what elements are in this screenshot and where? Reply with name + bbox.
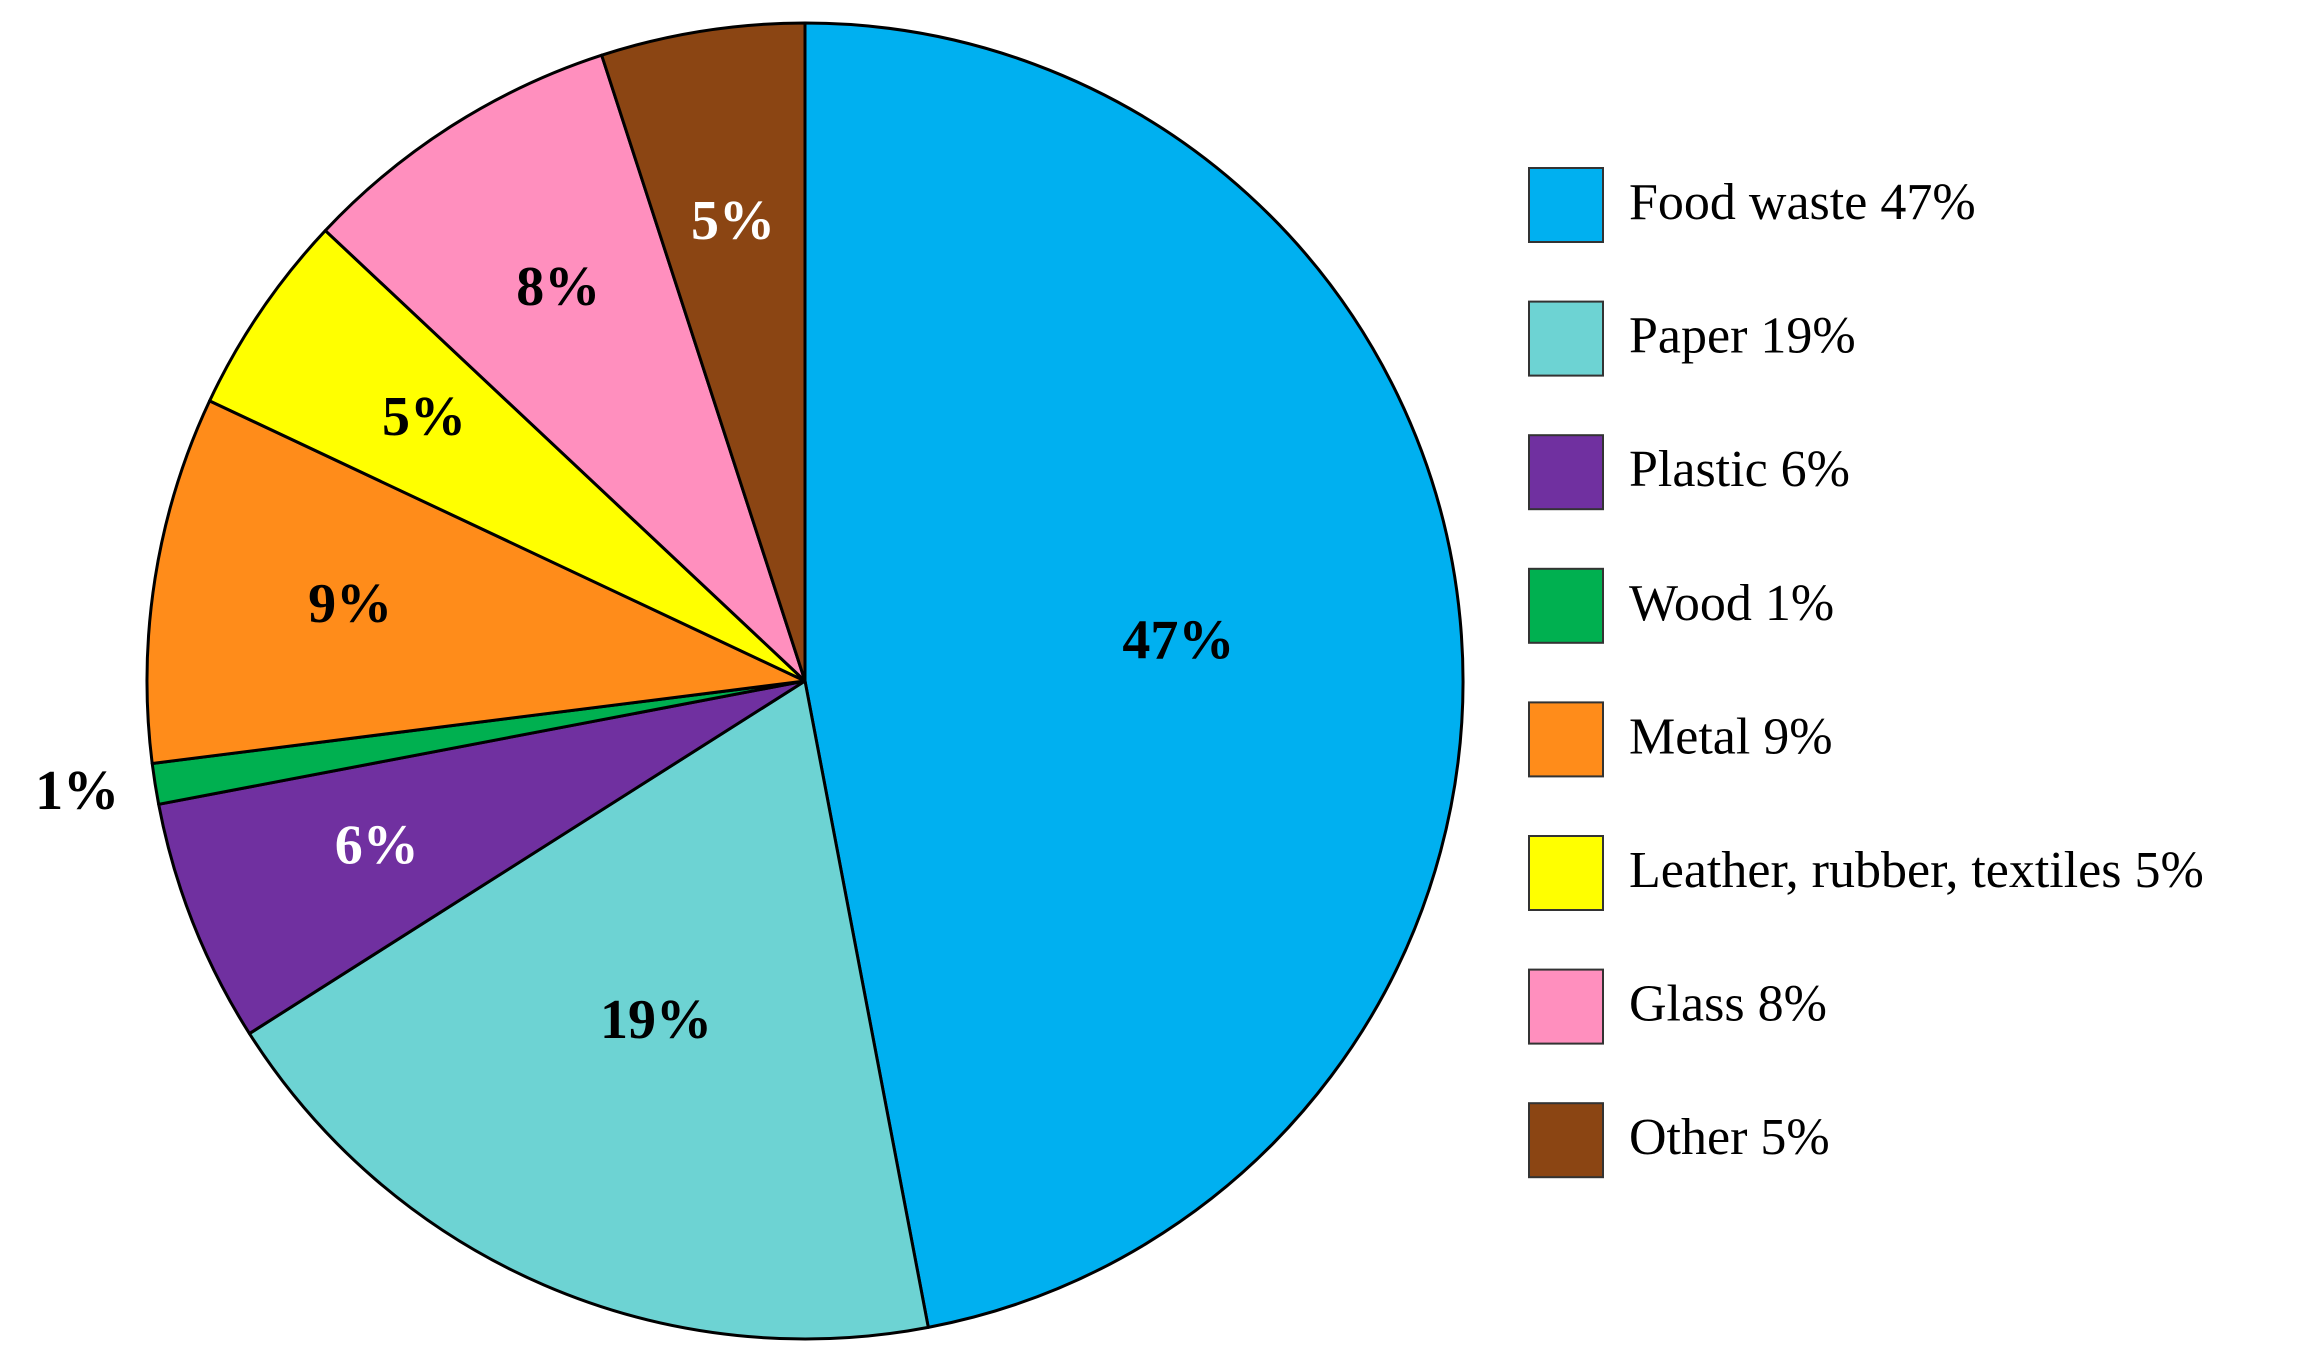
legend-swatch bbox=[1528, 1102, 1604, 1179]
legend-name: Paper bbox=[1629, 308, 1747, 365]
legend-value: 8% bbox=[1758, 976, 1827, 1033]
legend-swatch bbox=[1528, 434, 1604, 511]
legend-value: 6% bbox=[1781, 441, 1850, 498]
slice-label: 8% bbox=[516, 256, 600, 318]
legend-swatch bbox=[1528, 968, 1604, 1045]
legend-swatch bbox=[1528, 835, 1604, 911]
pie-slice bbox=[803, 21, 1465, 1329]
slice-label: 1% bbox=[35, 760, 119, 822]
slice-label: 5% bbox=[382, 386, 466, 448]
slice-label: 19% bbox=[600, 989, 712, 1051]
legend-swatch bbox=[1528, 567, 1604, 644]
pie-slice bbox=[247, 679, 930, 1341]
legend-value: 9% bbox=[1763, 708, 1832, 765]
legend-name: Plastic bbox=[1629, 441, 1768, 498]
legend-entry: Paper 19% bbox=[1629, 308, 1856, 365]
pie-slice bbox=[323, 53, 807, 683]
legend-value: 5% bbox=[2135, 842, 2204, 899]
legend-entry: Wood 1% bbox=[1629, 575, 1834, 632]
legend-value: 19% bbox=[1760, 308, 1855, 365]
pie-slice bbox=[145, 399, 807, 765]
legend-entry: Food waste 47% bbox=[1629, 174, 1976, 231]
slice-label: 9% bbox=[308, 573, 392, 635]
slice-label: 47% bbox=[1122, 610, 1234, 672]
legend-entry: Other 5% bbox=[1629, 1109, 1830, 1166]
legend-swatch bbox=[1528, 167, 1604, 243]
legend-value: 1% bbox=[1765, 575, 1834, 632]
legend-name: Glass bbox=[1629, 976, 1745, 1033]
legend-entry: Leather, rubber, textiles 5% bbox=[1629, 842, 2204, 899]
pie-slice bbox=[600, 21, 807, 683]
legend-entry: Glass 8% bbox=[1629, 976, 1827, 1033]
legend-name: Metal bbox=[1629, 708, 1750, 765]
legend-name: Leather, rubber, textiles bbox=[1629, 842, 2122, 899]
legend-name: Other bbox=[1629, 1109, 1747, 1166]
legend-swatch bbox=[1528, 701, 1604, 778]
legend-name: Food waste bbox=[1629, 174, 1867, 231]
legend-swatch bbox=[1528, 300, 1604, 377]
legend-name: Wood bbox=[1629, 575, 1752, 632]
legend-entry: Plastic 6% bbox=[1629, 441, 1850, 498]
legend-value: 47% bbox=[1880, 174, 1975, 231]
slice-label: 6% bbox=[335, 814, 419, 876]
slice-label: 5% bbox=[691, 190, 775, 252]
legend-entry: Metal 9% bbox=[1629, 708, 1833, 765]
legend-value: 5% bbox=[1760, 1109, 1829, 1166]
pie-slice bbox=[208, 229, 807, 683]
pie-slice bbox=[157, 679, 807, 1036]
